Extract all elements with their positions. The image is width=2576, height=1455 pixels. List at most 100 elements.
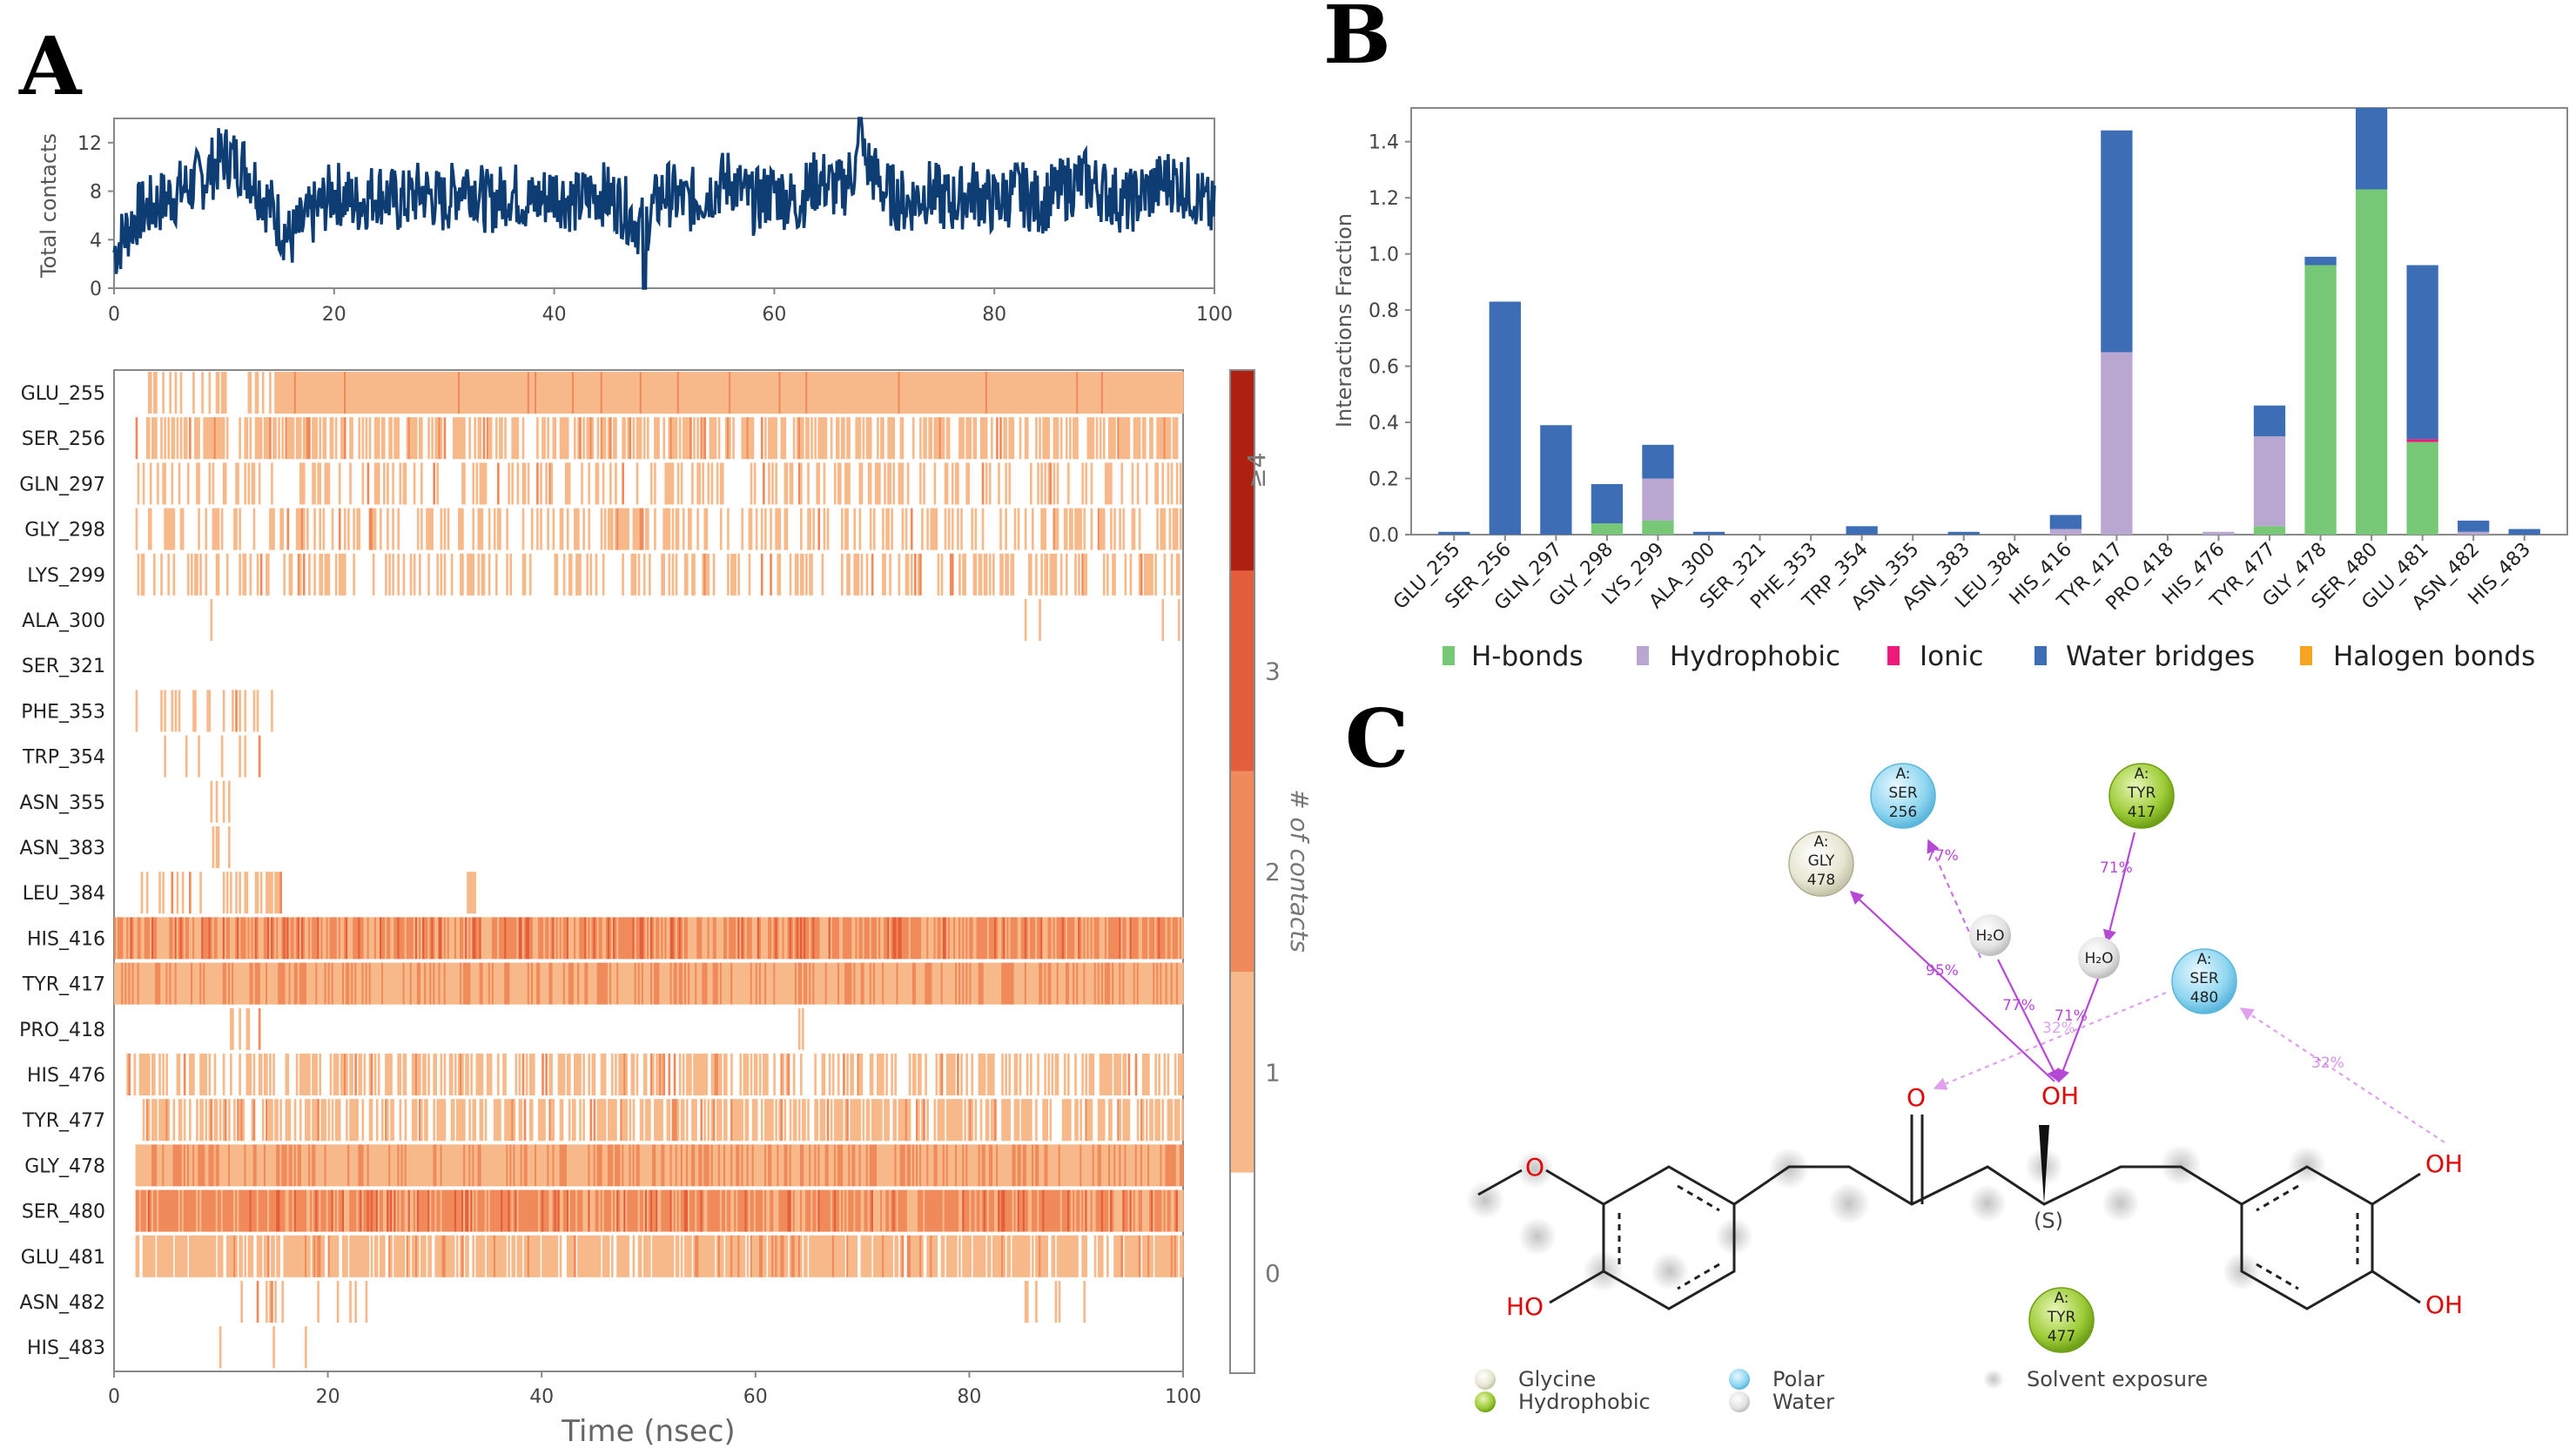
heatmap-cell <box>338 1144 341 1187</box>
heatmap-cell <box>882 553 884 596</box>
heatmap-cell <box>397 917 400 960</box>
heatmap-cell <box>225 1189 229 1232</box>
heatmap-cell <box>151 417 154 460</box>
heatmap-cell <box>219 1235 222 1277</box>
heatmap-cell <box>903 1144 906 1187</box>
heatmap-cell <box>1093 917 1097 960</box>
heatmap-cell <box>757 962 760 1005</box>
heatmap-cell <box>224 1189 227 1232</box>
heatmap-cell <box>397 372 400 414</box>
heatmap-cell <box>1181 962 1184 1005</box>
heatmap-cell <box>958 1144 961 1187</box>
heatmap-cell <box>157 1189 159 1232</box>
heatmap-cell <box>664 1144 668 1187</box>
heatmap-cell <box>581 917 583 960</box>
heatmap-cell <box>172 508 176 550</box>
heatmap-cell <box>433 372 436 414</box>
heatmap-cell <box>157 917 159 960</box>
heatmap-cell <box>780 1099 784 1142</box>
heatmap-cell <box>142 1054 145 1095</box>
heatmap-cell <box>521 372 525 414</box>
heatmap-cell <box>780 1235 784 1277</box>
heatmap-cell <box>1134 1144 1138 1187</box>
heatmap-cell <box>431 1144 434 1187</box>
heatmap-cell <box>263 1235 266 1277</box>
heatmap-cell <box>1012 553 1015 596</box>
heatmap-cell <box>472 1235 475 1277</box>
heatmap-cell <box>998 372 1000 414</box>
heatmap-cell <box>278 372 280 414</box>
heatmap-cell <box>664 1235 668 1277</box>
heatmap-cell <box>746 1144 750 1187</box>
heatmap-cell <box>208 1235 212 1277</box>
heatmap-cell <box>802 553 804 596</box>
heatmap-cell <box>1020 372 1024 414</box>
heatmap-cell <box>561 1099 564 1142</box>
heatmap-cell <box>938 1189 942 1232</box>
heatmap-cell <box>338 962 341 1005</box>
heatmap-cell <box>748 508 751 550</box>
heatmap-cell <box>1175 917 1179 960</box>
heatmap-cell <box>552 1099 555 1142</box>
heatmap-cell <box>1126 372 1129 414</box>
heatmap-cell <box>703 962 707 1005</box>
heatmap-cell <box>385 1144 387 1187</box>
heatmap-cell <box>375 462 379 505</box>
heatmap-cell <box>128 1054 131 1095</box>
heatmap-cell <box>1003 417 1006 460</box>
heatmap-cell <box>1081 1144 1084 1187</box>
heatmap-cell <box>800 962 803 1005</box>
heatmap-cell <box>541 1144 544 1187</box>
heatmap-cell <box>1083 553 1086 596</box>
heatmap-cell <box>320 372 324 414</box>
heatmap-cell <box>1141 1189 1145 1232</box>
heatmap-cell <box>414 1235 418 1277</box>
heatmap-cell <box>1006 553 1010 596</box>
heatmap-cell <box>358 1235 361 1277</box>
heatmap-cell <box>930 417 933 460</box>
heatmap-cell <box>887 1099 890 1142</box>
heatmap-cell <box>1012 917 1015 960</box>
heatmap-cell <box>247 372 251 414</box>
heatmap-cell <box>744 372 748 414</box>
heatmap-cell <box>276 1235 279 1277</box>
heatmap-cell <box>327 1099 331 1142</box>
heatmap-cell <box>1032 917 1034 960</box>
heatmap-cell <box>734 962 736 1005</box>
heatmap-cell <box>210 1099 213 1142</box>
heatmap-cell <box>550 1099 554 1142</box>
heatmap-cell <box>760 1099 763 1142</box>
heatmap-cell <box>668 917 671 960</box>
heatmap-cell <box>441 1099 445 1142</box>
heatmap-cell <box>552 917 555 960</box>
heatmap-cell <box>452 372 455 414</box>
heatmap-cell <box>661 1054 663 1095</box>
heatmap-cell <box>373 1144 377 1187</box>
heatmap-cell <box>372 1144 375 1187</box>
heatmap-cell <box>370 1054 373 1095</box>
heatmap-cell <box>839 1189 842 1232</box>
heatmap-cell <box>274 872 277 914</box>
heatmap-cell <box>682 1099 685 1142</box>
heatmap-cell <box>676 962 680 1005</box>
heatmap-cell <box>773 1144 776 1187</box>
heatmap-cell <box>438 962 441 1005</box>
heatmap-cell <box>789 1235 792 1277</box>
heatmap-cell <box>493 962 496 1005</box>
heatmap-cell <box>800 1054 803 1095</box>
heatmap-cell <box>824 962 828 1005</box>
heatmap-cell <box>790 1144 794 1187</box>
heatmap-cell <box>252 508 256 550</box>
heatmap-cell <box>186 553 190 596</box>
heatmap-cell <box>994 372 997 414</box>
heatmap-cell <box>896 1144 899 1187</box>
heatmap-cell <box>575 1144 578 1187</box>
heatmap-cell <box>789 917 792 960</box>
heatmap-cell <box>753 917 757 960</box>
heatmap-cell <box>753 462 757 505</box>
heatmap-cell <box>295 417 299 460</box>
heatmap-cell <box>676 372 680 414</box>
heatmap-cell <box>217 962 220 1005</box>
heatmap-cell <box>356 508 359 550</box>
heatmap-cell <box>574 1144 576 1187</box>
